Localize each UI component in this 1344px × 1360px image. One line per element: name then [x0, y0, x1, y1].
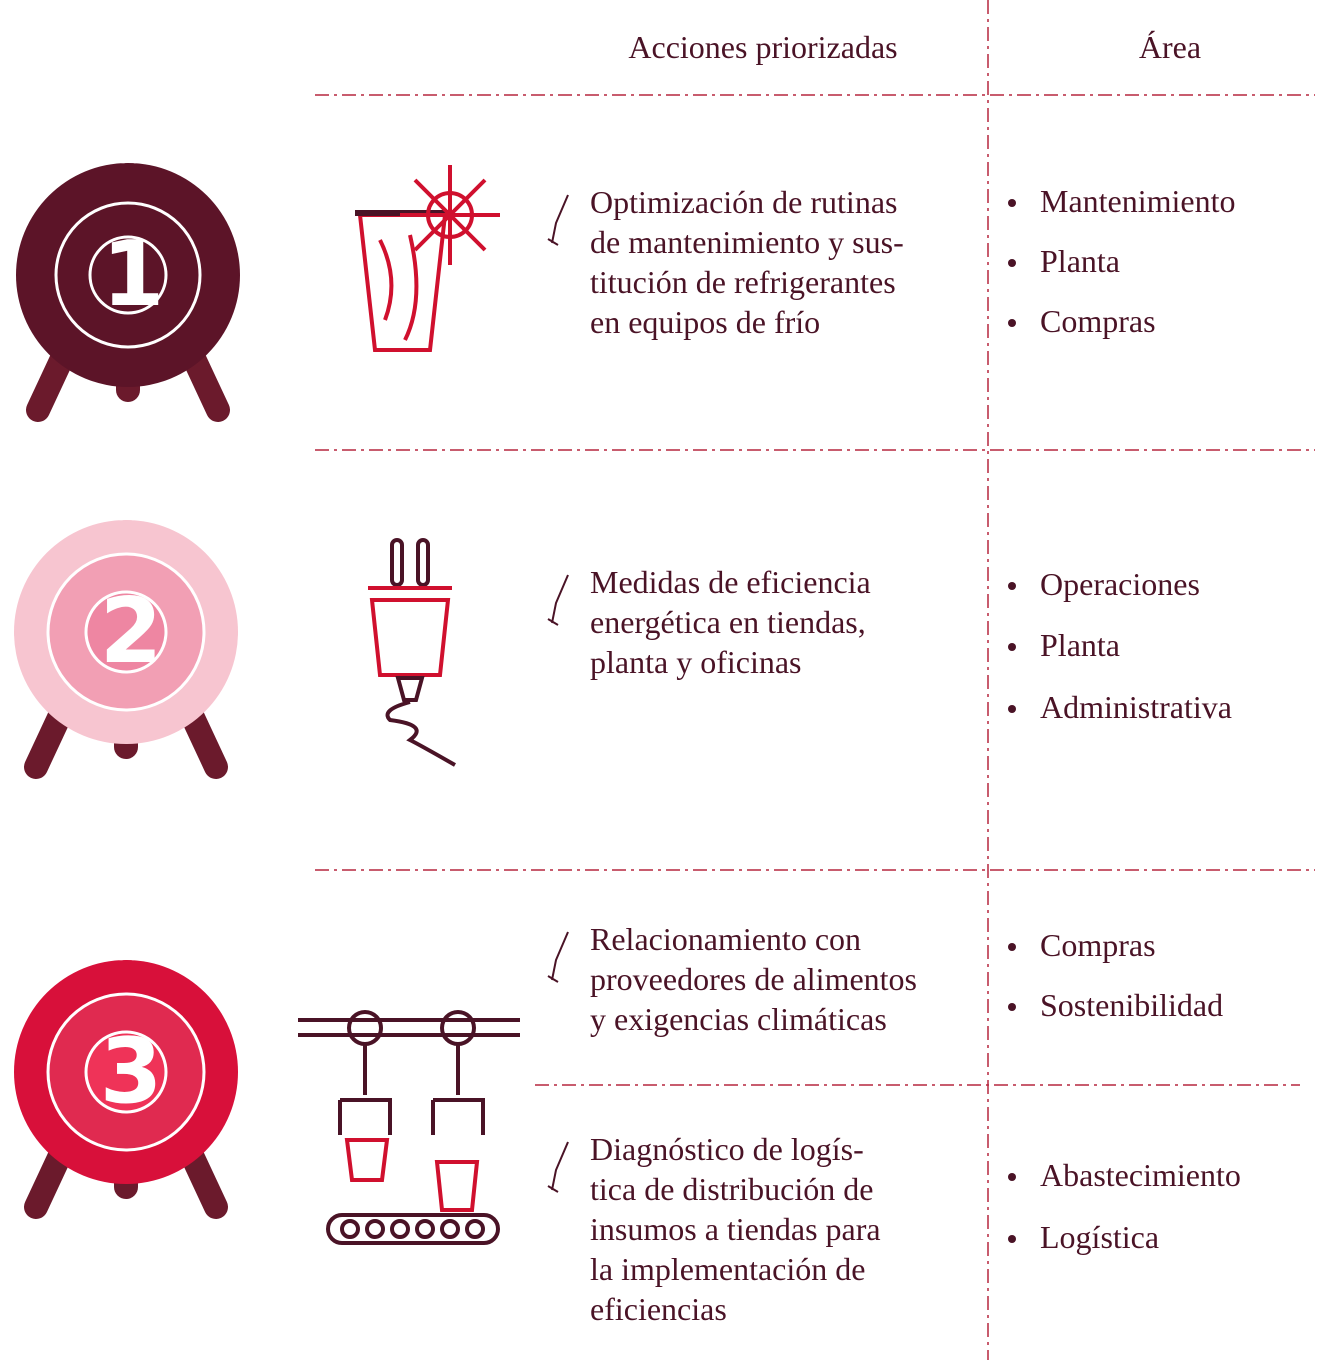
- scope-number: 1: [102, 222, 165, 327]
- bullet: [1008, 259, 1016, 267]
- action-text: proveedores de alimentos: [590, 961, 917, 997]
- area-item: Logística: [1040, 1219, 1159, 1255]
- bullet: [1008, 1173, 1016, 1181]
- target-ring: [88, 235, 168, 315]
- bullet: [1008, 582, 1016, 590]
- area-item: Abastecimiento: [1040, 1157, 1241, 1193]
- area-item: Operaciones: [1040, 566, 1200, 602]
- bullet: [1008, 199, 1016, 207]
- header-actions: Acciones priorizadas: [628, 29, 897, 65]
- action-text: Relacionamiento con: [590, 921, 861, 957]
- action-text: eficiencias: [590, 1291, 727, 1327]
- bullet: [1008, 1235, 1016, 1243]
- action-text: titución de refrigerantes: [590, 264, 896, 300]
- area-item: Mantenimiento: [1040, 183, 1236, 219]
- header-area: Área: [1139, 29, 1201, 65]
- bullet: [1008, 705, 1016, 713]
- area-item: Planta: [1040, 243, 1120, 279]
- pencil-icon: [547, 574, 569, 626]
- scope-number: 3: [100, 1019, 163, 1124]
- action-text: y exigencias climáticas: [590, 1001, 887, 1037]
- area-item: Compras: [1040, 303, 1156, 339]
- area-item: Sostenibilidad: [1040, 987, 1223, 1023]
- pencil-icon: [547, 931, 569, 983]
- target-ring: [84, 590, 168, 674]
- action-text: insumos a tiendas para: [590, 1211, 881, 1247]
- action-text: Medidas de eficiencia: [590, 564, 871, 600]
- action-text: Optimización de rutinas: [590, 184, 897, 220]
- target-ring: [84, 1030, 168, 1114]
- area-item: Compras: [1040, 927, 1156, 963]
- cup-icon: [355, 165, 500, 352]
- area-item: Planta: [1040, 627, 1120, 663]
- scope-label: Alcance: [78, 491, 189, 528]
- plug-icon: [368, 538, 456, 767]
- action-text: tica de distribución de: [590, 1171, 873, 1207]
- action-text: de mantenimiento y sus-: [590, 224, 904, 260]
- action-text: planta y oficinas: [590, 644, 801, 680]
- bullet: [1008, 643, 1016, 651]
- pencil-icon: [547, 1141, 569, 1193]
- pencil-icon: [547, 194, 569, 246]
- action-text: la implementación de: [590, 1251, 865, 1287]
- area-item: Administrativa: [1040, 689, 1232, 725]
- conveyor-icon: [298, 1010, 520, 1245]
- action-text: en equipos de frío: [590, 304, 820, 340]
- bullet: [1008, 1003, 1016, 1011]
- bullet: [1008, 943, 1016, 951]
- scope-label: Alcance: [78, 931, 189, 968]
- action-text: energética en tiendas,: [590, 604, 866, 640]
- scope-number: 2: [100, 579, 163, 684]
- bullet: [1008, 319, 1016, 327]
- action-text: Diagnóstico de logís-: [590, 1131, 864, 1167]
- scope-label: Alcance: [80, 134, 191, 171]
